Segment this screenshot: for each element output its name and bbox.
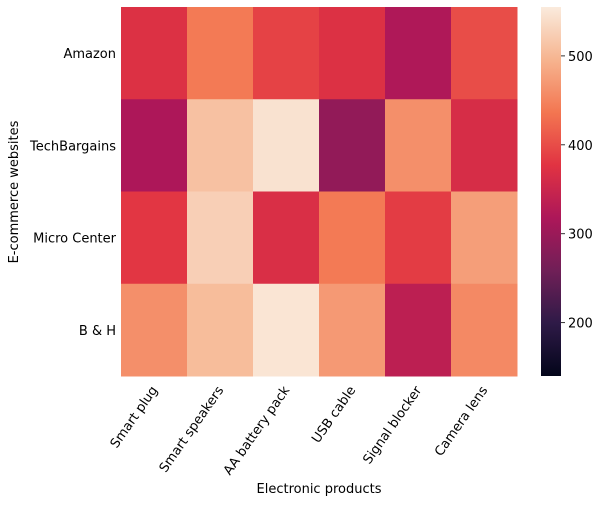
x-tick-label: Smart speakers xyxy=(157,384,228,476)
heatmap-cell xyxy=(187,191,254,285)
heatmap-cell xyxy=(187,7,254,100)
x-tick-label: USB cable xyxy=(309,384,359,447)
y-tick-label: TechBargains xyxy=(29,139,116,154)
colorbar xyxy=(541,7,561,376)
heatmap-cell xyxy=(121,283,188,377)
heatmap-cell xyxy=(385,99,452,192)
x-tick-label: Camera lens xyxy=(432,384,491,460)
heatmap-cell xyxy=(253,283,320,377)
y-tick-label: B & H xyxy=(79,324,116,339)
heatmap-cell xyxy=(121,99,188,192)
heatmap-cell xyxy=(451,283,518,377)
x-tick-label: AA battery pack xyxy=(221,383,294,478)
heatmap-cell xyxy=(319,7,386,100)
colorbar-tick-label: 200 xyxy=(568,317,593,332)
heatmap-cell xyxy=(385,7,452,100)
heatmap-cell xyxy=(451,191,518,285)
x-axis-label: Electronic products xyxy=(257,482,382,497)
heatmap-cell xyxy=(187,283,254,377)
heatmap-cell xyxy=(319,283,386,377)
heatmap-cell xyxy=(253,99,320,192)
colorbar-tick-label: 400 xyxy=(568,139,593,154)
heatmap-cell xyxy=(385,283,452,377)
heatmap-cell xyxy=(319,191,386,285)
heatmap-cell xyxy=(253,191,320,285)
heatmap-cell xyxy=(121,191,188,285)
y-tick-labels: Amazon TechBargains Micro Center B & H xyxy=(29,47,117,339)
y-axis-label: E-commerce websites xyxy=(7,120,22,263)
colorbar-tick-label: 300 xyxy=(568,228,593,243)
colorbar-ticks: 200 300 400 500 xyxy=(561,50,593,332)
y-tick-label: Amazon xyxy=(63,47,116,62)
heatmap-cell xyxy=(451,99,518,192)
x-tick-label: Smart plug xyxy=(108,384,161,451)
y-tick-label: Micro Center xyxy=(33,232,117,247)
heatmap-cell xyxy=(319,99,386,192)
heatmap-cell xyxy=(187,99,254,192)
heatmap-cells xyxy=(121,7,518,377)
heatmap-cell xyxy=(121,7,188,100)
x-tick-label: Signal blocker xyxy=(361,383,426,467)
heatmap-cell xyxy=(253,7,320,100)
heatmap-cell xyxy=(451,7,518,100)
colorbar-tick-label: 500 xyxy=(568,50,593,65)
heatmap-cell xyxy=(385,191,452,285)
